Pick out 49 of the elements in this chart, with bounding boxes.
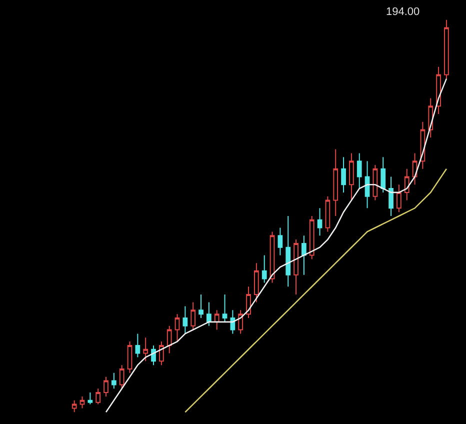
candlestick <box>111 372 116 390</box>
candlestick <box>302 235 306 276</box>
candlestick <box>278 227 283 256</box>
candlestick <box>333 148 338 216</box>
candlestick <box>182 306 188 334</box>
candlestick <box>372 164 378 201</box>
candlestick <box>104 376 108 397</box>
candlestick <box>309 216 314 260</box>
candlestick <box>143 337 148 362</box>
candlestick <box>325 196 330 232</box>
candlestick <box>127 341 132 374</box>
candlestick <box>190 302 196 330</box>
candlestick <box>270 231 275 284</box>
candlestick <box>404 168 410 201</box>
candlestick <box>428 98 434 138</box>
candlestick <box>238 310 244 334</box>
candlestick <box>96 388 101 405</box>
candlestick <box>222 294 228 322</box>
candlestick <box>364 160 370 209</box>
candlestick <box>72 400 77 413</box>
candlestick <box>158 341 164 366</box>
candlestick <box>174 314 180 342</box>
candlestick <box>349 152 354 201</box>
candlestick <box>341 156 346 193</box>
candlestick <box>246 286 251 318</box>
candlestick <box>166 325 172 354</box>
candlestick <box>388 176 394 216</box>
candlestick <box>80 396 85 409</box>
candlestick <box>88 392 93 405</box>
candlestick <box>262 254 267 284</box>
candlestick <box>254 262 259 303</box>
candlestick <box>412 152 418 186</box>
candlestick <box>396 184 402 213</box>
candlestick <box>214 310 220 330</box>
candlestick <box>230 310 236 334</box>
candlestick <box>444 19 449 80</box>
candlestick <box>206 302 212 326</box>
candlestick <box>317 208 322 236</box>
candlestick <box>135 333 140 358</box>
candlestick <box>380 156 386 193</box>
candlestick <box>286 216 291 288</box>
candlestick <box>198 294 204 318</box>
candlestick <box>436 66 441 114</box>
candlestick <box>356 152 362 190</box>
candlestick <box>294 239 298 295</box>
candlestick <box>420 121 426 170</box>
text: 194.00 <box>386 6 420 18</box>
candlestick <box>119 364 124 390</box>
candlestick <box>151 344 156 366</box>
